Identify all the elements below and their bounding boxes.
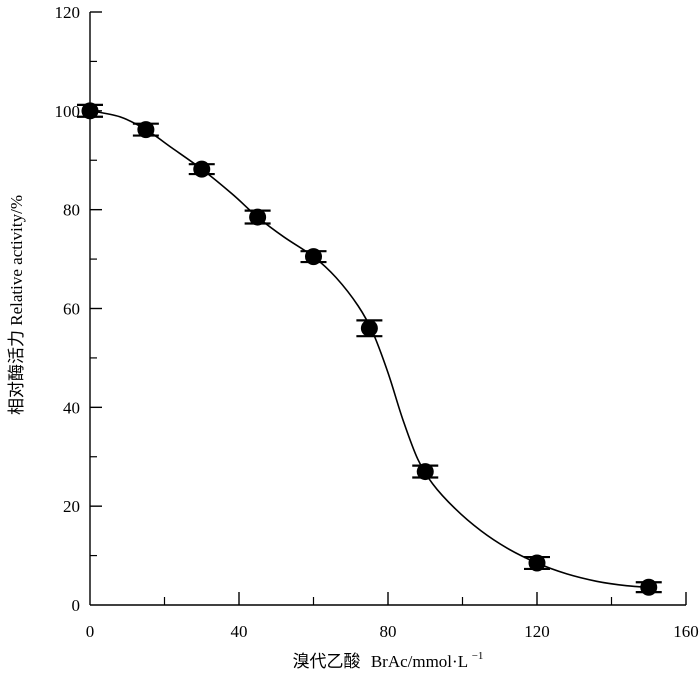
y-tick-label: 100: [55, 102, 81, 121]
y-tick-label: 80: [63, 201, 80, 220]
data-point: [305, 248, 322, 266]
data-point: [249, 208, 267, 226]
data-point: [416, 463, 434, 481]
ticks: [90, 11, 687, 605]
data-point: [528, 554, 546, 572]
x-axis-title-cn: 溴代乙酸: [293, 652, 361, 671]
data-point: [640, 578, 658, 596]
data-points: [81, 102, 658, 596]
error-bars: [77, 103, 662, 594]
data-point: [360, 319, 378, 337]
x-axis-title: 溴代乙酸 BrAc/mmol·L −1: [293, 650, 484, 671]
y-tick-label: 20: [63, 497, 80, 516]
tick-labels: 0 20 40 60 80 100 120 0 40 80 120 160: [55, 3, 699, 641]
x-axis-title-sup: −1: [472, 650, 484, 662]
data-point: [137, 121, 155, 139]
y-tick-label: 60: [63, 300, 80, 319]
y-tick-label: 40: [63, 398, 80, 417]
x-tick-label: 40: [231, 622, 248, 641]
x-axis-title-en: BrAc/mmol·L: [371, 652, 468, 671]
x-tick-label: 0: [86, 622, 95, 641]
y-tick-label: 0: [72, 596, 81, 615]
axes: [89, 12, 686, 606]
data-point: [81, 102, 99, 120]
data-point: [193, 160, 211, 178]
y-tick-label: 120: [55, 3, 81, 22]
x-tick-label: 160: [673, 622, 699, 641]
y-axis-title: 相对酶活力 Relative activity/%: [7, 195, 26, 415]
x-tick-label: 120: [524, 622, 550, 641]
x-tick-label: 80: [380, 622, 397, 641]
fit-curve: [89, 110, 649, 588]
